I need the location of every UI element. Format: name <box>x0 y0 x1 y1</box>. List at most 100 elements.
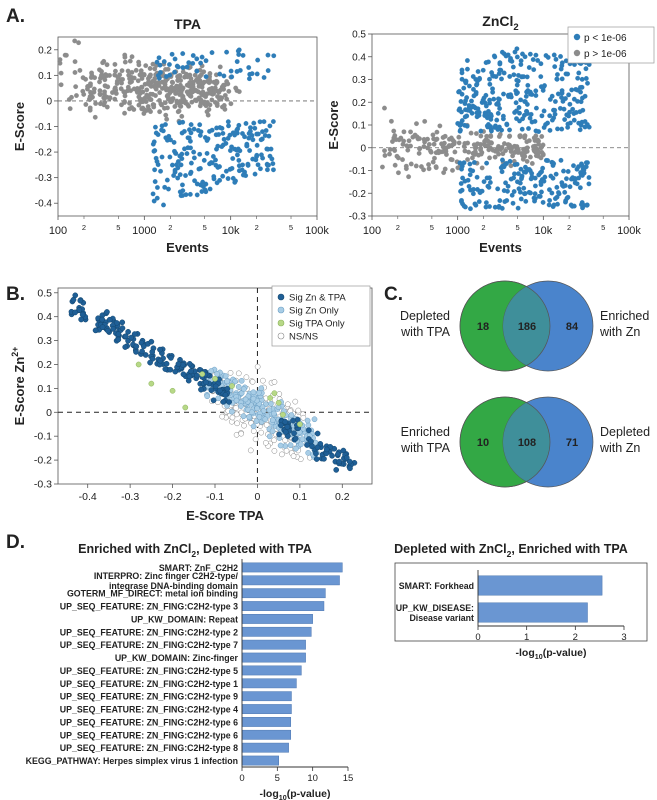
data-point <box>180 371 187 378</box>
data-point <box>235 384 242 390</box>
data-point <box>456 89 461 95</box>
data-point <box>186 60 192 66</box>
category-label: UP_SEQ_FEATURE: ZN_FING:C2H2-type 6 <box>60 730 238 740</box>
data-point <box>406 138 412 144</box>
data-point <box>136 94 142 100</box>
data-point <box>163 112 169 118</box>
data-point <box>299 436 306 443</box>
data-point <box>304 442 310 448</box>
data-point <box>311 416 318 423</box>
venn-value-right: 71 <box>566 437 578 449</box>
data-point <box>175 175 181 181</box>
data-point <box>417 136 422 142</box>
data-point <box>408 161 414 167</box>
data-point <box>509 58 515 64</box>
venn-value-overlap: 186 <box>518 321 536 333</box>
data-point <box>242 396 249 403</box>
data-point <box>102 83 108 89</box>
data-point <box>255 131 261 137</box>
data-point <box>562 189 568 195</box>
data-point <box>260 155 266 161</box>
category-label: INTERPRO: Zinc finger C2H2-type/ <box>94 571 239 581</box>
data-point <box>204 393 211 400</box>
data-point <box>536 129 542 134</box>
data-point <box>526 126 531 131</box>
data-point <box>249 378 256 385</box>
data-point <box>547 187 552 193</box>
data-point <box>112 96 118 102</box>
data-point <box>391 128 397 134</box>
data-point <box>555 72 560 77</box>
data-point <box>513 100 519 106</box>
data-point <box>140 343 147 350</box>
data-point <box>253 418 260 424</box>
data-point <box>188 122 194 128</box>
data-point <box>486 184 492 190</box>
data-point <box>154 159 160 164</box>
data-point <box>245 161 251 167</box>
data-point <box>583 76 589 81</box>
data-point <box>457 160 463 166</box>
data-point <box>220 173 226 179</box>
data-point <box>87 105 93 111</box>
x-tick-label: -0.4 <box>79 491 97 503</box>
data-point <box>233 397 240 404</box>
data-point <box>157 90 163 95</box>
data-point <box>122 344 129 350</box>
legend-box <box>567 26 655 64</box>
legend-label-sig: p < 1e-06 <box>584 33 627 44</box>
y-tick-label: -0.3 <box>349 212 367 223</box>
data-point <box>323 446 330 453</box>
data-point <box>131 75 137 81</box>
data-point <box>486 59 491 65</box>
data-point <box>267 395 274 401</box>
data-point <box>207 186 213 192</box>
data-point <box>165 93 170 98</box>
data-point <box>234 59 240 64</box>
data-point <box>479 150 485 155</box>
data-point <box>148 97 154 102</box>
data-point <box>500 157 505 163</box>
data-point <box>181 96 186 102</box>
data-point <box>292 435 299 442</box>
data-point <box>122 99 127 104</box>
data-point <box>225 176 231 181</box>
data-point <box>287 442 294 449</box>
data-point <box>519 126 525 132</box>
bar <box>241 652 306 663</box>
data-point <box>235 152 240 158</box>
data-point <box>224 49 230 55</box>
legend: Sig Zn & TPA Sig Zn Only Sig TPA Only NS/NS <box>271 285 371 347</box>
data-point <box>495 100 501 106</box>
data-point <box>203 379 209 386</box>
data-point <box>485 143 491 149</box>
data-point <box>168 355 174 361</box>
bar <box>241 691 292 702</box>
data-point <box>541 108 547 114</box>
data-point <box>100 60 106 66</box>
data-point <box>515 205 521 211</box>
data-point <box>550 175 556 181</box>
data-point <box>554 76 560 82</box>
data-point <box>532 196 538 201</box>
data-point <box>464 58 470 63</box>
data-point <box>441 140 447 146</box>
data-point <box>76 307 83 313</box>
data-point <box>131 331 138 337</box>
data-point <box>532 191 538 197</box>
x-tick-label: 0 <box>475 632 480 643</box>
y-tick-label: 0.3 <box>37 335 52 347</box>
data-point <box>525 82 531 88</box>
data-point <box>219 144 225 150</box>
data-point <box>115 331 122 337</box>
data-point <box>510 200 516 206</box>
data-point <box>187 368 194 375</box>
data-point <box>210 397 217 404</box>
data-point <box>182 74 187 80</box>
data-point <box>222 373 229 379</box>
venn-diagram-top: 18 186 84 Depleted with TPA Enriched with Zn <box>400 280 649 372</box>
data-point <box>156 55 162 61</box>
data-point <box>512 171 517 177</box>
bar <box>477 602 588 623</box>
